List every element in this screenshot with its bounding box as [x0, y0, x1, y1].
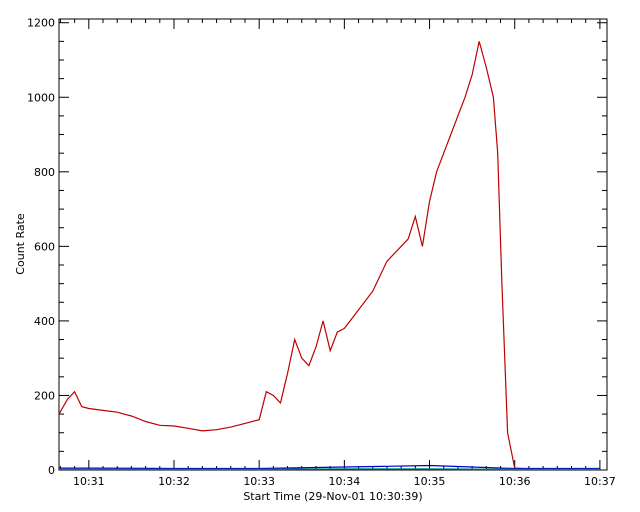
y-tick-label: 800: [34, 166, 55, 179]
series-group: [58, 41, 600, 470]
plot-frame: [58, 18, 608, 471]
x-tick-label: 10:34: [329, 475, 361, 488]
x-tick-label: 10:35: [414, 475, 446, 488]
series-line-1: [59, 464, 600, 470]
y-axis-title: Count Rate: [14, 213, 27, 275]
y-tick-label: 600: [34, 240, 55, 253]
y-tick-label: 200: [34, 389, 55, 402]
y-tick-label: 1200: [27, 17, 55, 30]
x-tick-label: 10:33: [243, 475, 275, 488]
x-tick-label: 10:36: [499, 475, 531, 488]
y-tick-label: 0: [48, 464, 55, 477]
x-tick-label: 10:32: [158, 475, 190, 488]
x-axis-title: Start Time (29-Nov-01 10:30:39): [243, 490, 422, 503]
y-tick-label: 1000: [27, 91, 55, 104]
x-tick-label: 10:31: [73, 475, 105, 488]
axis-ticks: 10:31 10:32 10:33 10:34 10:35 10:36 10:37 0 200 4…: [27, 17, 616, 488]
y-tick-label: 400: [34, 315, 55, 328]
x-tick-label: 10:37: [584, 475, 616, 488]
series-line-0: [58, 41, 600, 470]
